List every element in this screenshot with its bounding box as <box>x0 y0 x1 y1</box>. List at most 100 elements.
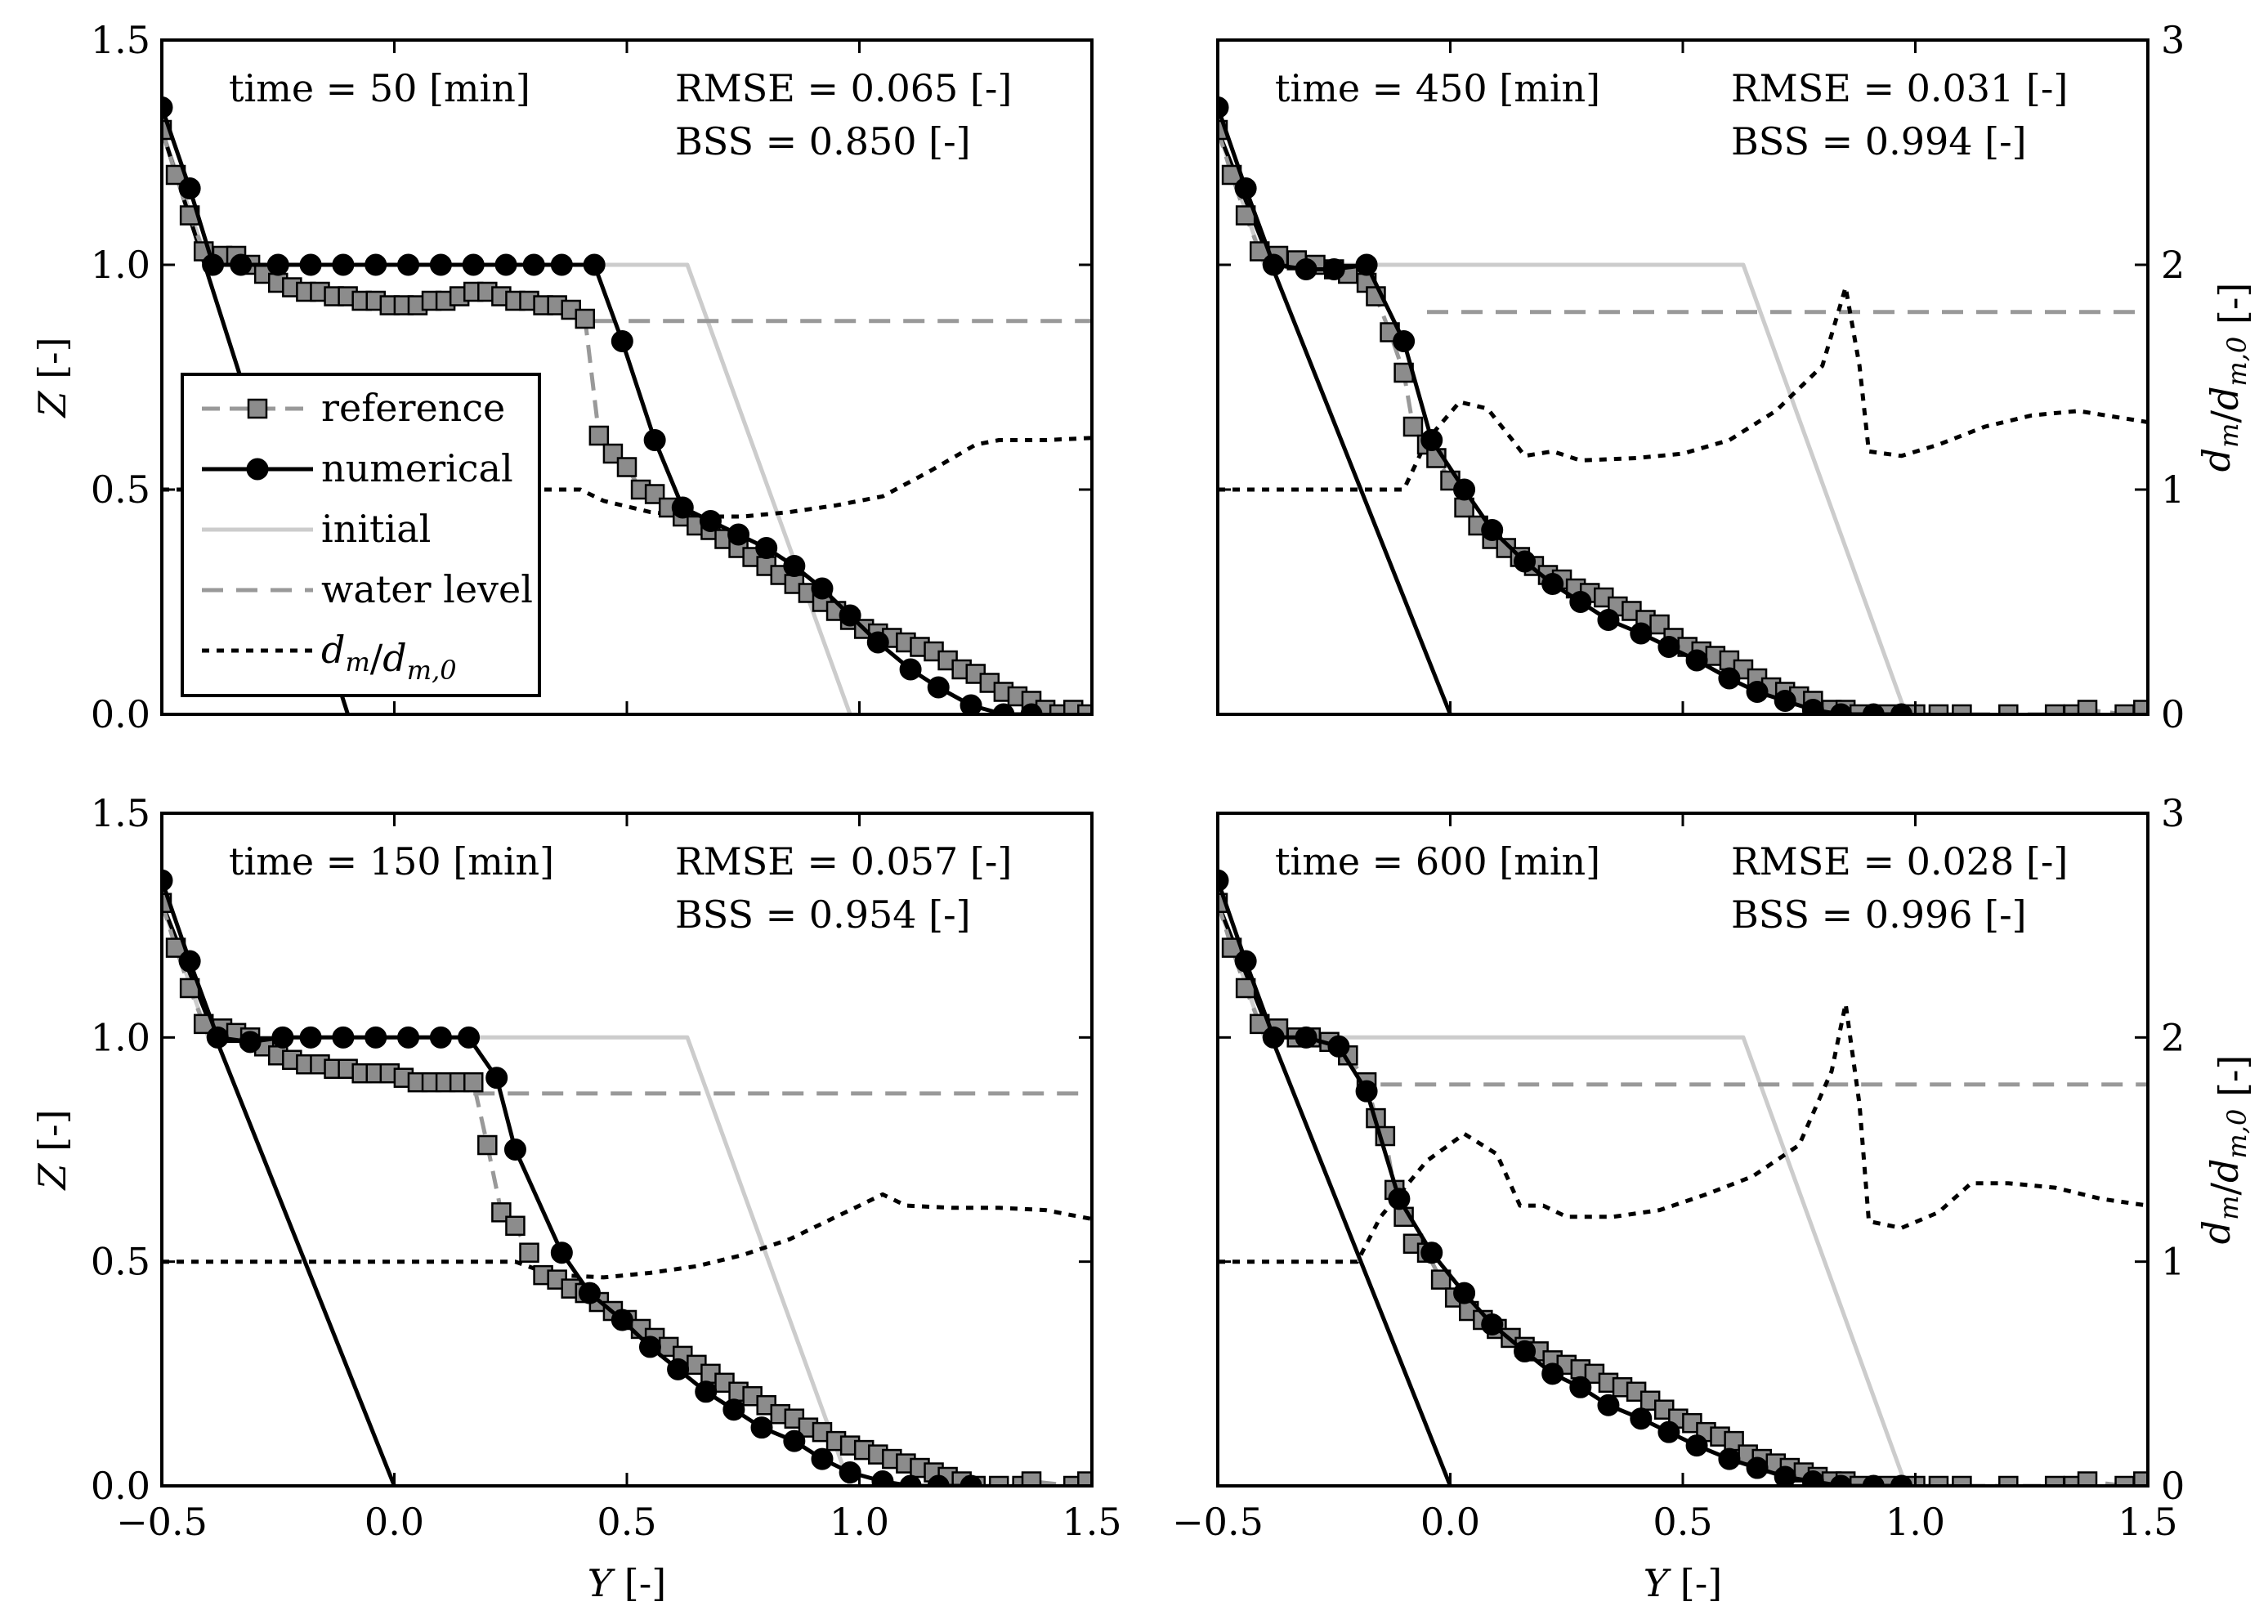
numerical-marker <box>1388 1188 1411 1210</box>
numerical-marker <box>1829 703 1852 714</box>
numerical-marker <box>299 253 322 276</box>
numerical-marker <box>1569 591 1592 613</box>
numerical-marker <box>783 555 806 577</box>
numerical-marker <box>332 1026 355 1049</box>
label-part: m,0 <box>2221 337 2252 387</box>
numerical-marker <box>503 1139 526 1161</box>
reference-marker <box>2063 1475 2084 1486</box>
numerical-marker <box>1453 1282 1476 1304</box>
y-right-axis-title: dm/dm,0 [-] <box>2194 283 2255 472</box>
reference-marker <box>2133 1471 2148 1486</box>
y-right-tick-label: 2 <box>2161 1015 2185 1059</box>
numerical-marker <box>485 1067 508 1089</box>
reference-marker <box>2133 700 2148 714</box>
numerical-marker <box>397 1026 420 1049</box>
time-annotation: time = 450 [min] <box>1275 66 1600 110</box>
label-part: d <box>2194 1220 2239 1244</box>
numerical-marker <box>927 1474 950 1486</box>
numerical-marker <box>727 523 750 546</box>
bss-annotation: BSS = 0.954 [-] <box>675 893 971 937</box>
numerical-marker <box>1890 1474 1912 1486</box>
reference-marker <box>1049 704 1070 714</box>
y-axis-title: Z [-] <box>30 337 74 418</box>
label-part: [-] <box>30 1109 74 1163</box>
numerical-marker <box>1829 1474 1852 1486</box>
numerical-marker <box>1355 1080 1378 1103</box>
numerical-marker <box>1481 519 1504 541</box>
y-tick-label: 1.0 <box>91 1015 150 1059</box>
numerical-marker <box>811 1447 834 1470</box>
numerical-marker <box>960 694 982 714</box>
numerical-marker <box>1481 1313 1504 1335</box>
label-part: m <box>2213 423 2244 448</box>
numerical-marker <box>783 1429 806 1452</box>
numerical-marker <box>1630 1407 1653 1430</box>
y-right-tick-label: 3 <box>2161 18 2185 62</box>
reference-marker <box>1849 1475 1870 1486</box>
numerical-marker <box>246 458 269 481</box>
rmse-annotation: RMSE = 0.057 [-] <box>675 839 1012 884</box>
numerical-marker <box>162 869 173 892</box>
numerical-marker <box>365 1026 387 1049</box>
reference-marker <box>1430 1269 1452 1290</box>
y-right-tick-label: 0 <box>2161 1464 2185 1508</box>
series-line-numerical <box>162 879 972 1486</box>
reference-marker <box>1928 1475 1949 1486</box>
numerical-marker <box>1453 478 1476 501</box>
reference-marker <box>616 457 637 477</box>
numerical-marker <box>429 253 452 276</box>
reference-marker <box>2077 1471 2098 1486</box>
series-line-dm-dm0 <box>1218 1001 2148 1264</box>
numerical-marker <box>755 537 778 559</box>
numerical-marker <box>1327 1035 1350 1058</box>
numerical-marker <box>1420 429 1443 451</box>
legend-label: dm/dm,0 <box>321 628 457 686</box>
label-part: Z <box>30 1163 74 1192</box>
numerical-marker <box>871 1470 894 1486</box>
bss-annotation: BSS = 0.850 [-] <box>675 119 971 163</box>
numerical-marker <box>1420 1241 1443 1264</box>
numerical-marker <box>899 658 922 681</box>
time-annotation: time = 50 [min] <box>229 66 530 110</box>
label-part: Z <box>30 391 74 419</box>
numerical-marker <box>397 253 420 276</box>
reference-marker <box>2114 1475 2135 1486</box>
reference-marker <box>1077 704 1092 714</box>
numerical-marker <box>230 253 253 276</box>
numerical-marker <box>699 510 722 532</box>
numerical-marker <box>671 496 694 519</box>
reference-marker <box>463 1071 484 1093</box>
numerical-marker <box>1020 703 1043 714</box>
y-right-tick-label: 1 <box>2161 468 2185 512</box>
numerical-marker <box>178 177 201 199</box>
numerical-marker <box>1597 609 1620 631</box>
numerical-marker <box>1234 177 1257 199</box>
series-line-reference <box>1218 901 2144 1486</box>
label-part: d <box>321 628 345 672</box>
reference-marker <box>247 398 268 419</box>
rmse-annotation: RMSE = 0.028 [-] <box>1731 839 2068 884</box>
plot-area <box>162 96 1092 714</box>
label-part: [-] <box>1668 1561 1722 1605</box>
series-line-dm-dm0 <box>1218 285 2148 492</box>
numerical-marker <box>578 1282 601 1304</box>
numerical-marker <box>271 1026 294 1049</box>
reference-marker <box>1021 1471 1042 1486</box>
label-part: [-] <box>2211 283 2255 337</box>
numerical-marker <box>1746 681 1769 703</box>
x-tick-label: 0.0 <box>365 1500 424 1544</box>
reference-marker <box>1849 704 1870 714</box>
time-annotation: time = 150 [min] <box>229 839 554 884</box>
numerical-marker <box>1295 258 1317 280</box>
reference-marker <box>588 425 610 446</box>
series-line-initial <box>1218 129 1908 714</box>
numerical-marker <box>1393 330 1416 352</box>
numerical-marker <box>206 1026 229 1049</box>
label-part: m,0 <box>2221 1109 2252 1159</box>
numerical-marker <box>266 253 289 276</box>
numerical-marker <box>1774 1465 1796 1486</box>
reference-marker <box>1952 1475 1972 1486</box>
reference-marker <box>1877 1475 1898 1486</box>
plot-area <box>1218 869 2148 1486</box>
numerical-marker <box>1718 1447 1741 1470</box>
